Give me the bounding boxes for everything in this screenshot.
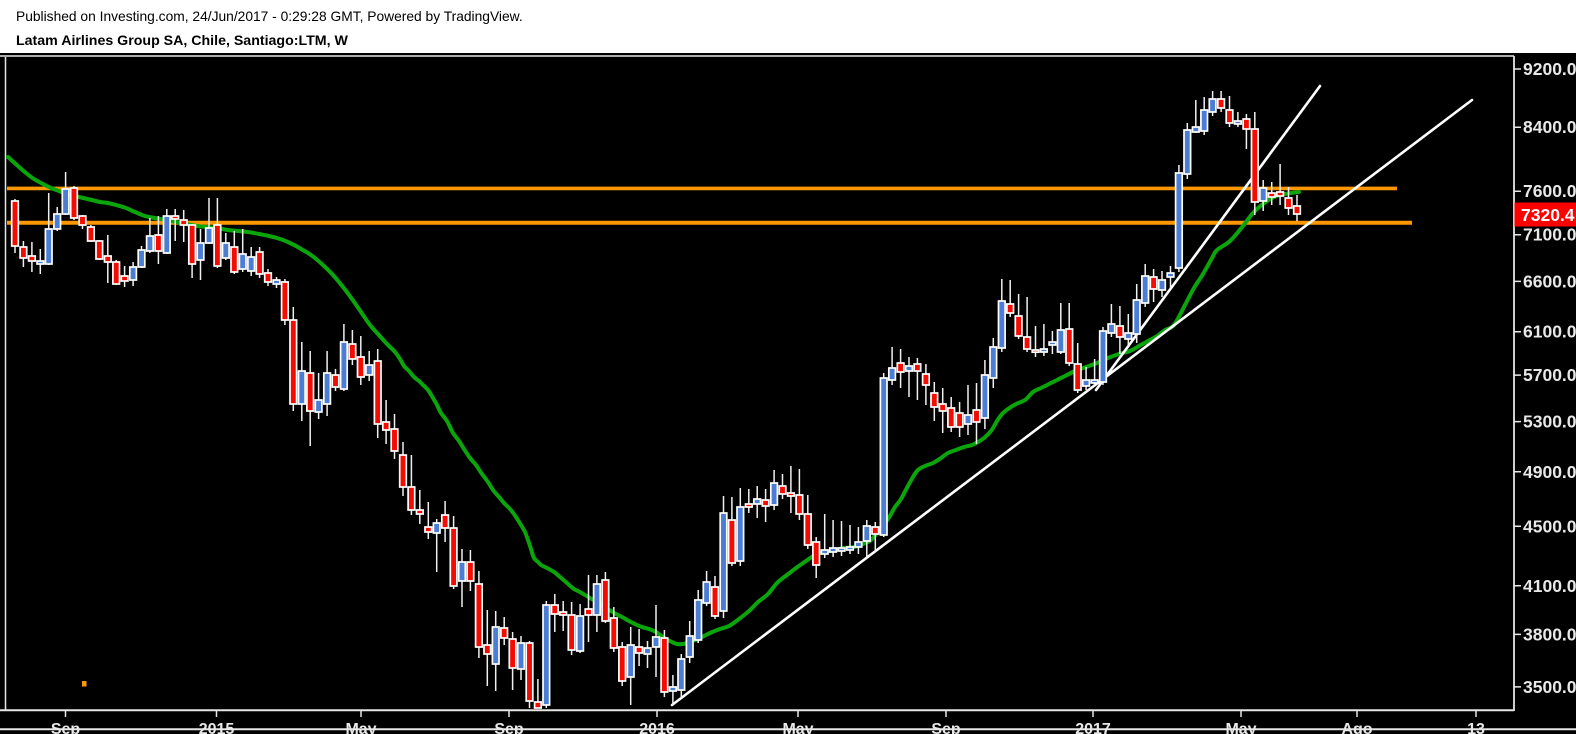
svg-text:7100.0: 7100.0 <box>1523 225 1576 245</box>
svg-text:Sep: Sep <box>494 721 524 734</box>
svg-text:9200.0: 9200.0 <box>1523 59 1576 79</box>
svg-text:6100.0: 6100.0 <box>1523 322 1576 342</box>
svg-text:8400.0: 8400.0 <box>1523 117 1576 137</box>
svg-text:3500.0: 3500.0 <box>1523 677 1576 697</box>
svg-text:2017: 2017 <box>1075 721 1111 734</box>
svg-text:Sep: Sep <box>51 721 81 734</box>
svg-text:2016: 2016 <box>639 721 675 734</box>
svg-text:7600.0: 7600.0 <box>1523 181 1576 201</box>
svg-text:4100.0: 4100.0 <box>1523 576 1576 596</box>
svg-text:Ago: Ago <box>1341 721 1372 734</box>
svg-text:May: May <box>345 721 376 734</box>
svg-text:3800.0: 3800.0 <box>1523 624 1576 644</box>
svg-text:2015: 2015 <box>199 721 235 734</box>
svg-text:May: May <box>1225 721 1256 734</box>
svg-text:6600.0: 6600.0 <box>1523 271 1576 291</box>
svg-text:Sep: Sep <box>931 721 961 734</box>
svg-text:7320.4: 7320.4 <box>1521 205 1575 225</box>
svg-text:5700.0: 5700.0 <box>1523 365 1576 385</box>
svg-text:4900.0: 4900.0 <box>1523 462 1576 482</box>
svg-text:13: 13 <box>1467 721 1485 734</box>
svg-text:4500.0: 4500.0 <box>1523 516 1576 536</box>
svg-text:May: May <box>782 721 813 734</box>
svg-text:5300.0: 5300.0 <box>1523 412 1576 432</box>
